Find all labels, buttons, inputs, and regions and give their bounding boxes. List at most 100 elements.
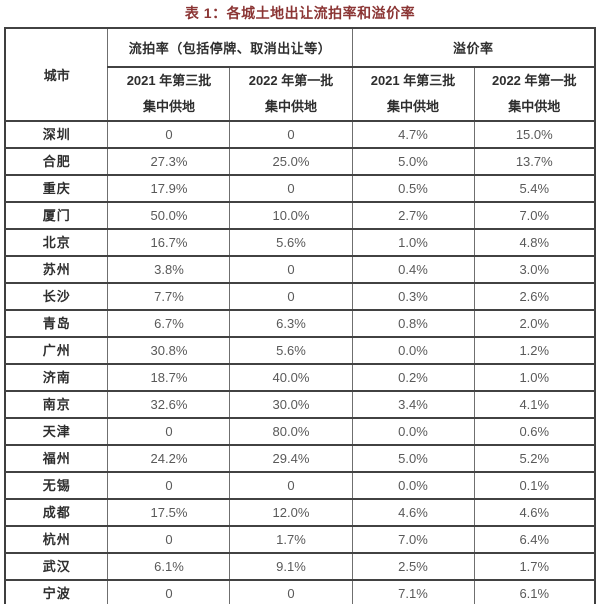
value-cell: 25.0%	[229, 147, 353, 176]
table-body: 深圳 0 0 4.7% 15.0% 合肥 27.3% 25.0% 5.0% 13.7% 重庆 17.9…	[4, 120, 596, 604]
value-cell: 0.4%	[351, 255, 475, 284]
city-cell: 厦门	[4, 201, 109, 230]
value-cell: 4.7%	[351, 120, 475, 149]
value-cell: 6.4%	[473, 525, 596, 554]
table-row: 合肥 27.3% 25.0% 5.0% 13.7%	[4, 147, 596, 176]
subheader-line1: 2022 年第一批	[248, 73, 334, 88]
value-cell: 0.5%	[351, 174, 475, 203]
table-row: 苏州 3.8% 0 0.4% 3.0%	[4, 255, 596, 284]
value-cell: 13.7%	[473, 147, 596, 176]
value-cell: 0.0%	[351, 417, 475, 446]
city-cell: 长沙	[4, 282, 109, 311]
value-cell: 0	[229, 120, 353, 149]
subheader-line1: 2022 年第一批	[491, 73, 577, 88]
header-failure-2022-batch1: 2022 年第一批 集中供地	[229, 66, 353, 122]
value-cell: 50.0%	[107, 201, 231, 230]
table-row: 重庆 17.9% 0 0.5% 5.4%	[4, 174, 596, 203]
header-row-groups: 城市 流拍率（包括停牌、取消出让等） 溢价率	[4, 27, 596, 122]
value-cell: 7.0%	[473, 201, 596, 230]
value-cell: 7.0%	[351, 525, 475, 554]
city-cell: 济南	[4, 363, 109, 392]
table-row: 北京 16.7% 5.6% 1.0% 4.8%	[4, 228, 596, 257]
value-cell: 5.6%	[229, 228, 353, 257]
city-cell: 青岛	[4, 309, 109, 338]
city-cell: 宁波	[4, 579, 109, 604]
value-cell: 0.6%	[473, 417, 596, 446]
header-group-premium-rate: 溢价率	[351, 27, 596, 68]
value-cell: 0.0%	[351, 471, 475, 500]
value-cell: 9.1%	[229, 552, 353, 581]
value-cell: 0	[107, 417, 231, 446]
subheader-line2: 集中供地	[508, 99, 561, 114]
value-cell: 0	[229, 579, 353, 604]
value-cell: 0	[107, 120, 231, 149]
table-row: 天津 0 80.0% 0.0% 0.6%	[4, 417, 596, 446]
table-row: 广州 30.8% 5.6% 0.0% 1.2%	[4, 336, 596, 365]
value-cell: 80.0%	[229, 417, 353, 446]
value-cell: 0	[229, 471, 353, 500]
value-cell: 6.3%	[229, 309, 353, 338]
city-cell: 北京	[4, 228, 109, 257]
table-row: 无锡 0 0 0.0% 0.1%	[4, 471, 596, 500]
value-cell: 0	[229, 174, 353, 203]
city-cell: 南京	[4, 390, 109, 419]
value-cell: 7.1%	[351, 579, 475, 604]
value-cell: 29.4%	[229, 444, 353, 473]
value-cell: 0	[107, 579, 231, 604]
value-cell: 40.0%	[229, 363, 353, 392]
value-cell: 3.4%	[351, 390, 475, 419]
value-cell: 0	[107, 471, 231, 500]
value-cell: 1.7%	[229, 525, 353, 554]
header-group-failure-rate: 流拍率（包括停牌、取消出让等）	[107, 27, 353, 68]
subheader-line1: 2021 年第三批	[126, 73, 212, 88]
value-cell: 5.6%	[229, 336, 353, 365]
table-row: 济南 18.7% 40.0% 0.2% 1.0%	[4, 363, 596, 392]
value-cell: 0.0%	[351, 336, 475, 365]
value-cell: 0	[229, 255, 353, 284]
table-row: 南京 32.6% 30.0% 3.4% 4.1%	[4, 390, 596, 419]
city-cell: 福州	[4, 444, 109, 473]
value-cell: 5.0%	[351, 444, 475, 473]
value-cell: 3.8%	[107, 255, 231, 284]
value-cell: 1.0%	[351, 228, 475, 257]
header-row-batches: 2021 年第三批 集中供地 2022 年第一批 集中供地 2021 年第三批 …	[5, 66, 596, 122]
value-cell: 27.3%	[107, 147, 231, 176]
land-auction-table: 城市 流拍率（包括停牌、取消出让等） 溢价率 2021 年第三批 集中供地 20…	[3, 27, 597, 604]
value-cell: 4.6%	[351, 498, 475, 527]
table-row: 成都 17.5% 12.0% 4.6% 4.6%	[4, 498, 596, 527]
value-cell: 1.7%	[473, 552, 596, 581]
value-cell: 0.8%	[351, 309, 475, 338]
value-cell: 6.1%	[473, 579, 596, 604]
city-cell: 天津	[4, 417, 109, 446]
value-cell: 5.2%	[473, 444, 596, 473]
city-cell: 重庆	[4, 174, 109, 203]
value-cell: 16.7%	[107, 228, 231, 257]
value-cell: 1.2%	[473, 336, 596, 365]
table-row: 武汉 6.1% 9.1% 2.5% 1.7%	[4, 552, 596, 581]
value-cell: 2.6%	[473, 282, 596, 311]
value-cell: 24.2%	[107, 444, 231, 473]
header-city: 城市	[4, 27, 109, 122]
city-cell: 杭州	[4, 525, 109, 554]
subheader-line2: 集中供地	[386, 99, 439, 114]
value-cell: 30.8%	[107, 336, 231, 365]
table-title: 表 1：各城土地出让流拍率和溢价率	[184, 5, 416, 21]
value-cell: 0	[229, 282, 353, 311]
table-row: 福州 24.2% 29.4% 5.0% 5.2%	[4, 444, 596, 473]
value-cell: 6.1%	[107, 552, 231, 581]
table-row: 杭州 0 1.7% 7.0% 6.4%	[4, 525, 596, 554]
city-cell: 武汉	[4, 552, 109, 581]
value-cell: 17.5%	[107, 498, 231, 527]
value-cell: 2.5%	[351, 552, 475, 581]
value-cell: 15.0%	[473, 120, 596, 149]
city-cell: 深圳	[4, 120, 109, 149]
value-cell: 32.6%	[107, 390, 231, 419]
value-cell: 0.2%	[351, 363, 475, 392]
value-cell: 4.1%	[473, 390, 596, 419]
value-cell: 5.4%	[473, 174, 596, 203]
value-cell: 5.0%	[351, 147, 475, 176]
header-failure-2021-batch3: 2021 年第三批 集中供地	[107, 66, 231, 122]
value-cell: 0	[107, 525, 231, 554]
value-cell: 10.0%	[229, 201, 353, 230]
value-cell: 30.0%	[229, 390, 353, 419]
